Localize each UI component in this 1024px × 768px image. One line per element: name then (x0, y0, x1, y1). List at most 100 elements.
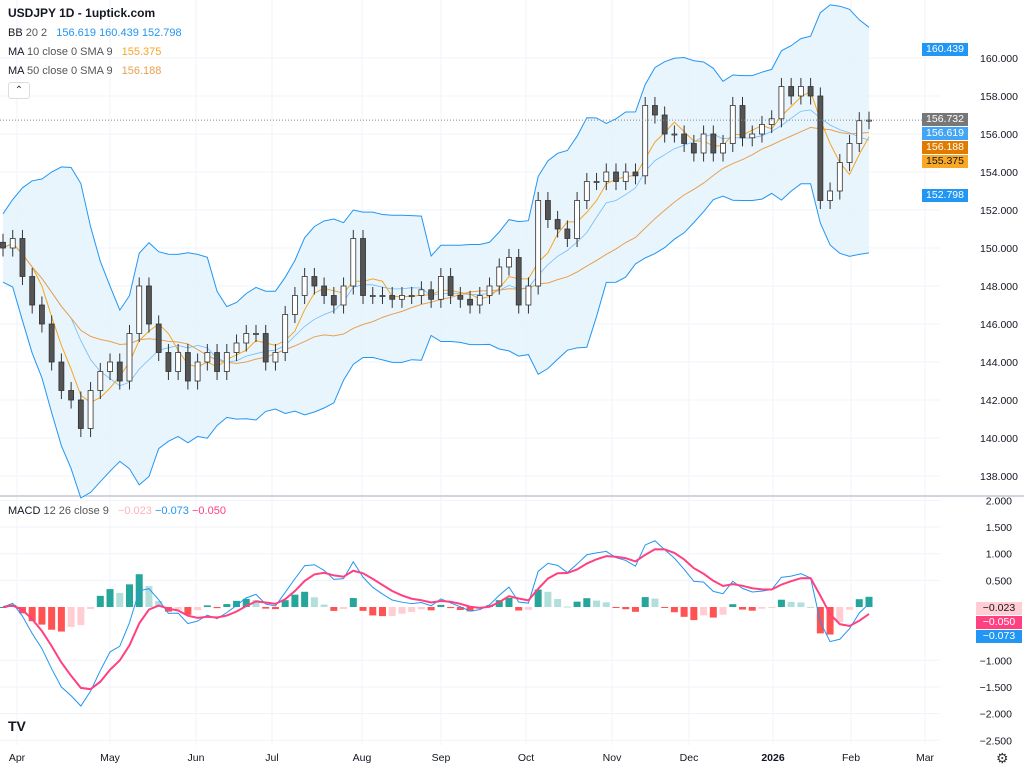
candle-body (77, 399, 84, 429)
candle-body (340, 285, 347, 306)
candle-body (214, 352, 220, 372)
macd-histogram-bar (524, 607, 532, 610)
candle-body (467, 298, 473, 306)
gear-icon[interactable]: ⚙ (996, 750, 1009, 766)
macd-histogram-bar (271, 607, 279, 610)
macd-histogram-bar (573, 601, 581, 607)
time-axis-label: Jun (188, 752, 205, 764)
candle-body (535, 200, 542, 287)
macd-axis-label: −2.000 (980, 709, 1013, 721)
candle-body (282, 314, 289, 353)
chevron-up-icon[interactable]: ⌃ (8, 82, 30, 99)
macd-histogram-bar (125, 584, 133, 607)
macd-histogram-bar (310, 597, 318, 607)
candle-body (19, 238, 26, 277)
macd-histogram-bar (700, 607, 708, 616)
ma10-label: MA (8, 46, 24, 58)
candle-body (350, 238, 357, 287)
macd-histogram-bar (846, 607, 854, 610)
candle-body (846, 143, 853, 163)
candle-body (126, 333, 133, 382)
candle-body (184, 352, 191, 382)
macd-histogram-bar (96, 595, 104, 607)
time-axis-label: Sep (432, 752, 451, 764)
candle-body (768, 118, 775, 125)
candle-body (836, 162, 843, 192)
candle-body (194, 361, 201, 382)
macd-histogram-bar (593, 600, 601, 607)
macd-histogram-bar (203, 605, 211, 607)
ma10-value: 155.375 (121, 46, 162, 58)
legend-ma10[interactable]: MA 10 close 0 SMA 9 155.375 (8, 46, 161, 58)
macd-histogram-bar (466, 607, 474, 612)
macd-histogram-bar (670, 607, 678, 613)
price-axis-label: 146.000 (980, 319, 1018, 331)
candle-body (700, 133, 707, 154)
tag-bb-upper: 160.439 (922, 43, 968, 56)
time-axis-label: Nov (603, 752, 622, 764)
macd-histogram-bar (320, 604, 328, 607)
candle-body (272, 352, 279, 363)
macd-histogram-bar (57, 607, 65, 632)
candle-body (321, 285, 328, 296)
legend-bb[interactable]: BB 20 2 156.619 160.439 152.798 (8, 27, 182, 39)
macd-histogram-bar (447, 607, 455, 609)
candle-body (720, 143, 726, 154)
macd-histogram-bar (544, 591, 552, 607)
candle-body (496, 266, 503, 287)
ma50-value: 156.188 (121, 65, 162, 77)
candle-body (116, 361, 123, 382)
macd-histogram-bar (690, 607, 698, 621)
candle-body (29, 276, 36, 306)
macd-histogram-bar (242, 598, 250, 607)
macd-histogram-bar (349, 598, 357, 607)
macd-histogram-bar (398, 607, 406, 614)
candle-body (253, 333, 259, 335)
tradingview-logo[interactable]: TV (8, 718, 26, 734)
macd-histogram-bar (213, 607, 221, 609)
macd-histogram-bar (155, 601, 163, 607)
macd-axis-label: −1.500 (980, 682, 1013, 694)
macd-axis-label: 1.000 (986, 549, 1012, 561)
candle-body (39, 304, 45, 325)
macd-histogram-bar (262, 607, 270, 609)
candle-body (155, 323, 162, 353)
candle-body (827, 190, 833, 201)
macd-histogram-bar (38, 607, 46, 625)
candle-body (262, 333, 269, 363)
candle-body (399, 295, 405, 300)
macd-axis-label: 2.000 (986, 495, 1012, 507)
candle-body (0, 241, 6, 249)
chart-title: USDJPY 1D - 1uptick.com (8, 6, 156, 20)
time-axis-label: Dec (680, 752, 699, 764)
candle-body (97, 371, 104, 391)
macd-histogram-bar (631, 607, 639, 612)
candle-body (87, 390, 94, 429)
macd-histogram-bar (77, 607, 85, 626)
time-axis-label: Jul (265, 752, 278, 764)
macd-histogram-bar (602, 602, 610, 607)
macd-histogram-bar (427, 607, 435, 611)
price-axis-label: 156.000 (980, 129, 1018, 141)
macd-histogram-bar (495, 600, 503, 607)
macd-histogram-bar (661, 607, 669, 608)
candle-body (48, 323, 55, 363)
macd-label: MACD (8, 505, 41, 517)
bb-params: 20 2 (25, 27, 48, 39)
legend-ma50[interactable]: MA 50 close 0 SMA 9 156.188 (8, 65, 161, 77)
macd-histogram-bar (865, 596, 873, 607)
macd-line-value: −0.073 (154, 505, 189, 517)
candle-body (506, 257, 512, 268)
candle-body (379, 295, 386, 297)
bb-fill (3, 4, 869, 498)
legend-macd[interactable]: MACD 12 26 close 9 −0.023 −0.073 −0.050 (8, 505, 226, 517)
tag-macd-signal: −0.050 (976, 616, 1022, 629)
candle-body (204, 352, 211, 363)
candle-body (486, 285, 493, 296)
ma50-line (2, 126, 870, 364)
candle-body (593, 181, 600, 183)
candle-body (9, 238, 16, 249)
candle-body (175, 352, 182, 372)
time-axis-label: May (100, 752, 121, 764)
